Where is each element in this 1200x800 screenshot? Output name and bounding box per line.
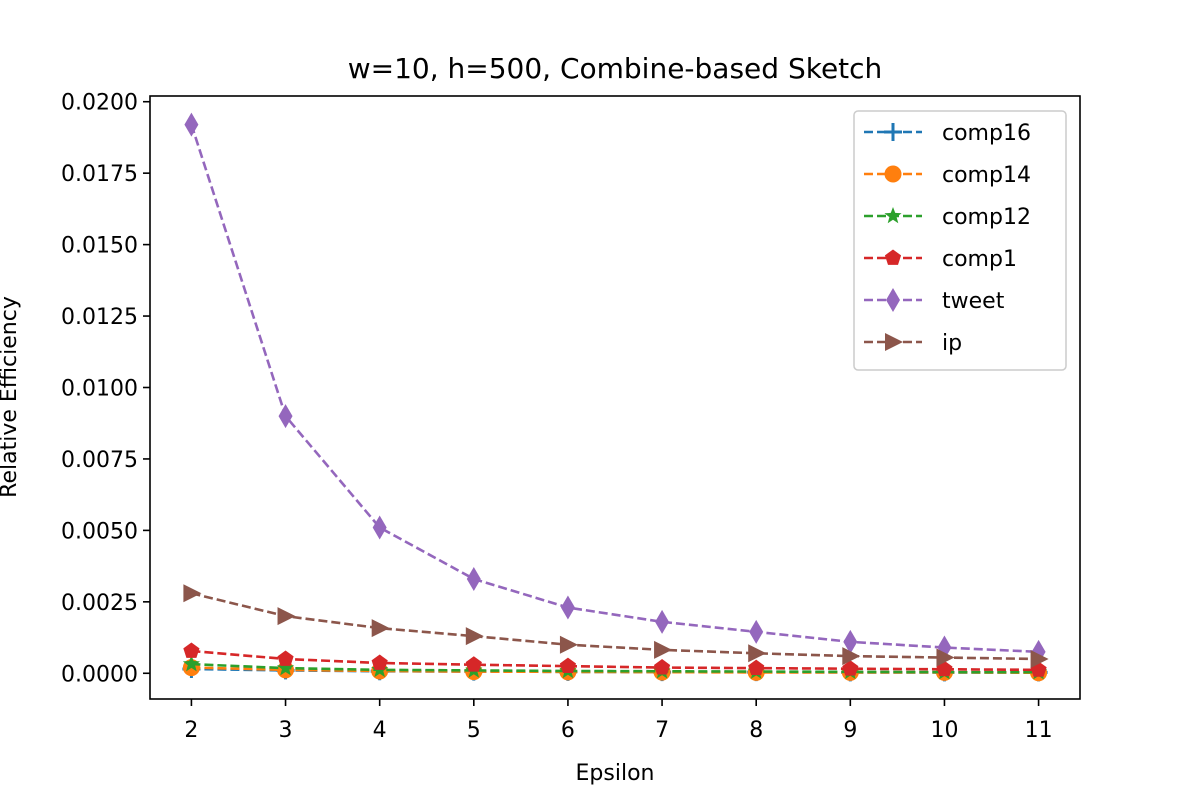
triangle-marker (654, 640, 673, 659)
legend-item: comp16 (864, 121, 1031, 146)
series-comp1 (183, 642, 1047, 677)
x-tick-label: 9 (843, 718, 857, 743)
series-line (190, 124, 1039, 654)
triangle-marker (936, 648, 955, 667)
y-tick-label: 0.0150 (61, 234, 138, 259)
pentagon-marker (465, 656, 482, 672)
diamond-marker (184, 112, 199, 137)
diamond-marker (749, 619, 764, 644)
triangle-marker (371, 619, 390, 638)
pentagon-marker (277, 650, 294, 666)
series-line (191, 662, 1039, 674)
y-tick-label: 0.0050 (61, 519, 138, 544)
series-line (191, 649, 1039, 672)
triangle-marker (748, 644, 767, 663)
diamond-marker (372, 515, 387, 540)
triangle-marker (183, 584, 202, 603)
triangle-marker (1030, 649, 1049, 668)
pentagon-marker (936, 660, 953, 677)
triangle-marker (277, 607, 296, 626)
series-line (191, 591, 1039, 661)
diamond-marker (560, 595, 575, 620)
x-tick-label: 7 (655, 718, 669, 743)
legend-item: ip (864, 331, 962, 356)
legend-label: comp12 (942, 205, 1031, 230)
plot-frame (149, 95, 1081, 700)
diamond-marker (886, 288, 900, 312)
x-tick-label: 5 (467, 718, 481, 743)
y-tick-label: 0.0075 (61, 448, 138, 473)
x-tick-label: 10 (930, 718, 958, 743)
legend-label: tweet (942, 289, 1005, 314)
circle-marker (884, 165, 902, 183)
x-tick-label: 11 (1025, 718, 1053, 743)
legend-label: comp16 (942, 121, 1031, 146)
diamond-marker (843, 629, 858, 654)
pentagon-marker (884, 249, 902, 265)
star-marker (182, 655, 200, 672)
legend-label: comp14 (942, 163, 1031, 188)
triangle-marker (559, 635, 578, 654)
series-ip (183, 584, 1049, 668)
legend-box (853, 110, 1067, 371)
chart-title: w=10, h=500, Combine-based Sketch (348, 52, 883, 85)
y-tick-label: 0.0125 (61, 305, 138, 330)
axis-ticks: 2 3 4 5 6 7 8 9 10 11 0.0000 0.0025 0.0050 0.0075 0.01… (61, 91, 1053, 743)
x-tick-label: 3 (279, 718, 293, 743)
diamond-marker (466, 566, 481, 591)
pentagon-marker (748, 659, 765, 676)
x-tick-label: 8 (749, 718, 763, 743)
x-tick-label: 6 (561, 718, 575, 743)
y-tick-label: 0.0000 (61, 662, 138, 687)
pentagon-marker (842, 660, 859, 676)
triangle-marker (842, 647, 861, 666)
diamond-marker (655, 609, 670, 634)
y-tick-label: 0.0025 (61, 591, 138, 616)
pentagon-marker (653, 659, 671, 675)
y-axis-label: Relative Efficiency (0, 296, 22, 498)
triangle-marker (465, 627, 484, 646)
legend-label: comp1 (942, 247, 1017, 272)
pentagon-marker (183, 642, 200, 658)
plot-series (182, 112, 1049, 682)
legend: comp16 comp14 comp12 comp1 tweet ip (853, 110, 1067, 371)
legend-item: comp12 (864, 205, 1031, 230)
star-marker (884, 207, 902, 224)
diamond-marker (278, 404, 293, 429)
plus-marker (884, 123, 902, 141)
legend-item: tweet (864, 288, 1005, 314)
pentagon-marker (371, 654, 388, 670)
x-tick-label: 2 (184, 718, 198, 743)
triangle-marker (885, 333, 903, 351)
series-tweet (184, 112, 1046, 664)
y-tick-label: 0.0200 (61, 91, 138, 116)
y-tick-label: 0.0100 (61, 376, 138, 401)
x-axis-label: Epsilon (576, 761, 655, 786)
pentagon-marker (559, 657, 577, 674)
star-marker (276, 659, 295, 676)
x-tick-label: 4 (373, 718, 387, 743)
legend-item: comp14 (864, 163, 1031, 188)
legend-label: ip (942, 331, 962, 356)
y-tick-label: 0.0175 (61, 162, 138, 187)
legend-item: comp1 (864, 247, 1017, 272)
